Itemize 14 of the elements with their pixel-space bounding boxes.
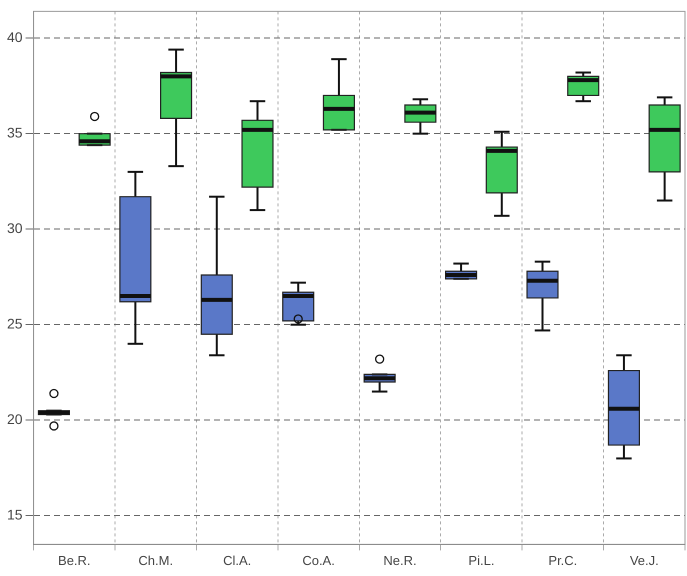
x-tick-label: Co.A.: [302, 552, 335, 568]
y-tick-label: 20: [6, 411, 23, 428]
y-tick-label: 25: [6, 316, 23, 332]
x-tick-label: Cl.A.: [223, 552, 252, 568]
x-tick-label: Ne.R.: [383, 552, 417, 568]
x-tick-label: Ch.M.: [138, 552, 174, 568]
y-tick-label: 35: [6, 124, 23, 141]
y-tick-label: 30: [6, 220, 23, 236]
x-tick-label: Pr.C.: [548, 552, 578, 568]
x-tick-label: Pi.L.: [468, 552, 494, 568]
x-tick-label: Ve.J.: [630, 552, 659, 568]
y-tick-label: 15: [6, 506, 23, 523]
y-tick-label: 40: [6, 29, 23, 46]
x-tick-label: Be.R.: [58, 552, 91, 568]
